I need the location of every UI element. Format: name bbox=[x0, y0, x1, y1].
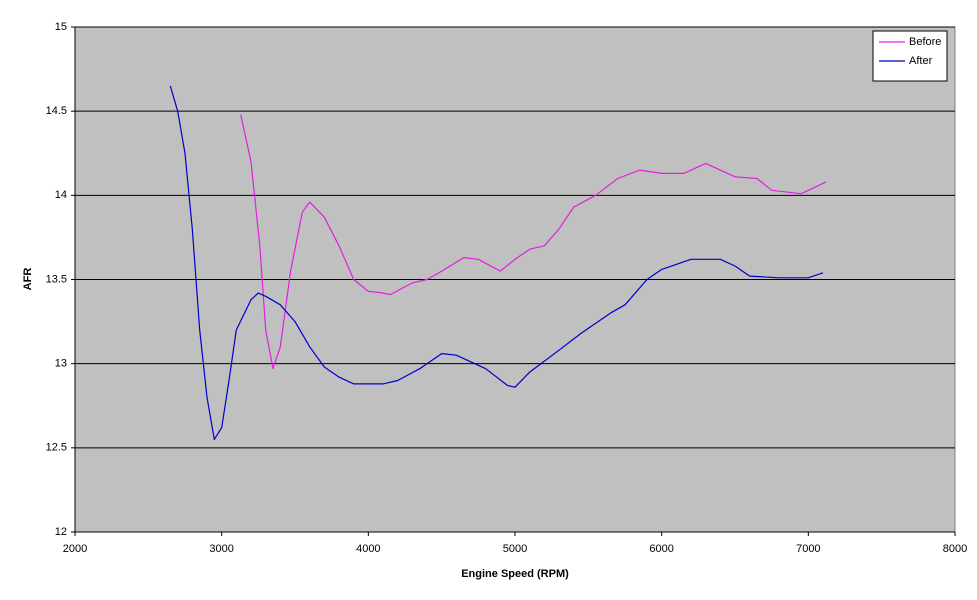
x-tick-label: 3000 bbox=[209, 543, 233, 555]
x-tick-label: 4000 bbox=[356, 543, 380, 555]
data-line bbox=[240, 114, 827, 370]
y-tick-label: 12.5 bbox=[46, 442, 67, 454]
y-tick-label: 14 bbox=[55, 189, 67, 201]
x-tick-label: 7000 bbox=[796, 543, 820, 555]
y-tick-label: 13 bbox=[55, 358, 67, 370]
x-tick-label: 5000 bbox=[503, 543, 527, 555]
x-tick-label: 6000 bbox=[649, 543, 673, 555]
y-tick-label: 15 bbox=[55, 21, 67, 33]
legend-label: After bbox=[909, 55, 933, 67]
legend-label: Before bbox=[909, 36, 941, 48]
x-axis-title: Engine Speed (RPM) bbox=[461, 568, 569, 580]
y-axis-title: AFR bbox=[22, 268, 34, 291]
data-line bbox=[169, 85, 824, 440]
x-tick-label: 8000 bbox=[943, 543, 967, 555]
y-tick-label: 12 bbox=[55, 526, 67, 538]
y-tick-label: 13.5 bbox=[46, 273, 67, 285]
legend-box bbox=[872, 30, 948, 82]
y-tick-label: 14.5 bbox=[46, 105, 67, 117]
x-tick-label: 2000 bbox=[63, 543, 87, 555]
